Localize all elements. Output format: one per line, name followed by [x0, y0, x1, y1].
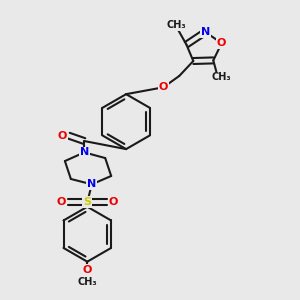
- Text: O: O: [82, 265, 92, 275]
- Text: O: O: [57, 197, 66, 207]
- Text: N: N: [201, 27, 210, 37]
- Text: O: O: [159, 82, 168, 92]
- Text: O: O: [217, 38, 226, 48]
- Text: CH₃: CH₃: [212, 72, 232, 82]
- Text: N: N: [80, 147, 89, 158]
- Text: S: S: [83, 197, 91, 207]
- Text: CH₃: CH₃: [77, 277, 97, 287]
- Text: O: O: [109, 197, 118, 207]
- Text: O: O: [58, 131, 67, 141]
- Text: CH₃: CH₃: [166, 20, 186, 30]
- Text: N: N: [87, 179, 96, 189]
